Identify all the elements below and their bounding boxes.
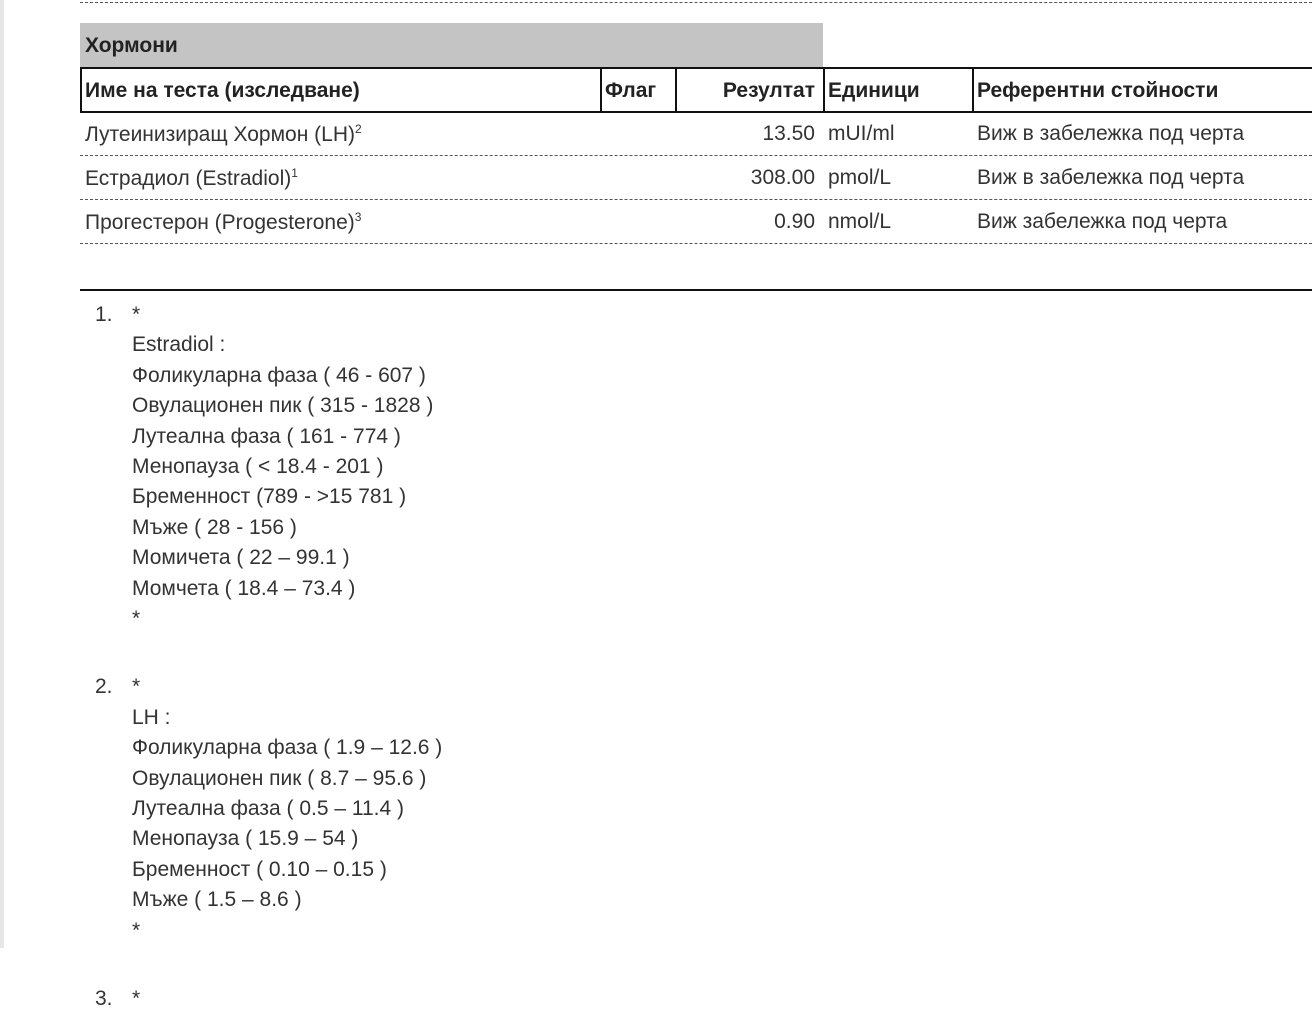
- test-name: Прогестерон (Progesterone)3: [85, 210, 362, 234]
- column-divider: [972, 68, 974, 112]
- result: 13.50: [762, 122, 815, 145]
- column-header: Референтни стойности: [977, 79, 1219, 102]
- column-header: Единици: [828, 79, 920, 102]
- unit: pmol/L: [828, 166, 892, 189]
- note-line: *: [132, 987, 141, 1010]
- section-title: Хормони: [85, 34, 178, 57]
- column-divider: [80, 68, 82, 112]
- note-line: Фоликуларна фаза ( 1.9 – 12.6 ): [132, 736, 443, 760]
- footnote-ref: 3: [354, 210, 362, 224]
- reference: Виж в забележка под черта: [977, 166, 1245, 189]
- note-line: Овулационен пик ( 8.7 – 95.6 ): [132, 766, 427, 790]
- result: 0.90: [774, 210, 815, 233]
- footnote-ref: 2: [354, 122, 362, 136]
- unit: nmol/L: [828, 210, 892, 233]
- column-header: Име на теста (изследване): [85, 79, 360, 102]
- note-line: LH :: [132, 705, 171, 729]
- footnote-ref: 1: [291, 166, 298, 180]
- note-line: Мъже ( 28 - 156 ): [132, 515, 297, 539]
- reference: Виж в забележка под черта: [977, 122, 1245, 145]
- note-line: Лутеална фаза ( 161 - 774 ): [132, 424, 401, 448]
- left-border: [0, 0, 4, 948]
- note-line: Момичета ( 22 – 99.1 ): [132, 546, 350, 570]
- note-line: *: [132, 607, 141, 630]
- section-bar: Хормони: [80, 23, 823, 68]
- top-rule: [80, 2, 1312, 3]
- note-line: Лутеална фаза ( 0.5 – 11.4 ): [132, 797, 404, 820]
- note-line: Менопауза ( 15.9 – 54 ): [132, 827, 359, 851]
- note-line: *: [132, 675, 141, 699]
- header-bottom-rule: [80, 111, 1312, 113]
- note-number: 1.: [95, 303, 113, 326]
- column-divider: [823, 68, 825, 112]
- note-line: *: [132, 303, 141, 326]
- note-line: Менопауза ( < 18.4 - 201 ): [132, 455, 384, 478]
- column-divider: [675, 68, 677, 112]
- note-line: Мъже ( 1.5 – 8.6 ): [132, 888, 302, 912]
- unit: mUI/ml: [828, 122, 895, 145]
- row-rule: [80, 199, 1312, 200]
- note-line: Фоликуларна фаза ( 46 - 607 ): [132, 363, 426, 387]
- note-line: *: [132, 918, 141, 942]
- result: 308.00: [750, 166, 815, 189]
- column-header: Флаг: [605, 79, 657, 102]
- test-name: Естрадиол (Estradiol)1: [85, 166, 298, 190]
- column-header: Резултат: [722, 79, 815, 102]
- notes-rule: [80, 289, 1312, 291]
- note-number: 2.: [95, 675, 113, 699]
- row-rule: [80, 243, 1312, 244]
- test-name: Лутеинизиращ Хормон (LH)2: [85, 122, 362, 146]
- note-line: Момчета ( 18.4 – 73.4 ): [132, 576, 356, 600]
- reference: Виж забележка под черта: [977, 210, 1228, 233]
- note-line: Бременност ( 0.10 – 0.15 ): [132, 857, 387, 881]
- note-line: Бременност (789 - >15 781 ): [132, 485, 407, 509]
- row-rule: [80, 155, 1312, 156]
- column-divider: [600, 68, 602, 112]
- note-number: 3.: [95, 987, 113, 1010]
- note-line: Estradiol :: [132, 333, 226, 357]
- note-line: Овулационен пик ( 315 - 1828 ): [132, 394, 434, 418]
- header-top-rule: [80, 67, 1312, 69]
